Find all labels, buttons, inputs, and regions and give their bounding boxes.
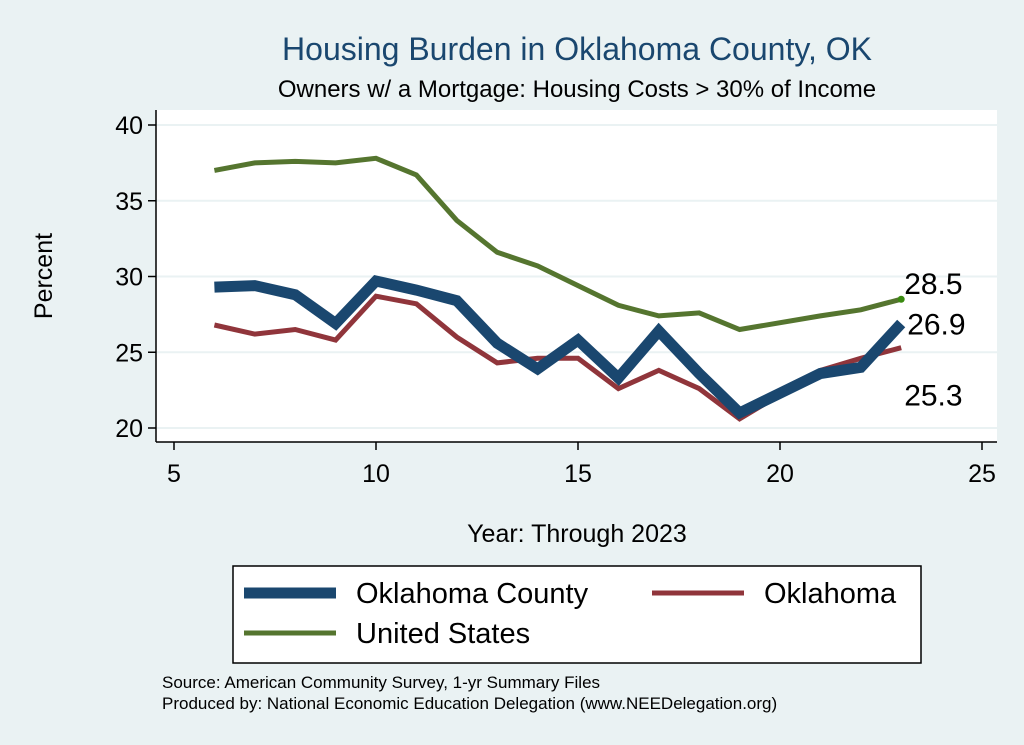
- legend-label: Oklahoma County: [356, 578, 589, 610]
- end-label: 28.5: [904, 268, 962, 301]
- x-tick-label: 15: [564, 460, 592, 488]
- x-tick-label: 5: [167, 460, 181, 488]
- x-tick-label: 25: [968, 460, 996, 488]
- series-line-united-states: [213, 155, 902, 333]
- x-tick-label: 10: [362, 460, 390, 488]
- end-label: 26.9: [907, 308, 965, 341]
- legend: Oklahoma County Oklahoma United States: [244, 578, 897, 650]
- series-line-oklahoma-county: [214, 274, 906, 420]
- legend-box: [232, 565, 922, 664]
- y-tick-label: 40: [115, 112, 143, 140]
- legend-label: United States: [356, 618, 530, 650]
- y-tick-label: 25: [115, 339, 143, 367]
- series-lines: [213, 155, 906, 422]
- x-tick-label: 20: [766, 460, 794, 488]
- y-axis: 20 25 30 35 40: [115, 110, 157, 443]
- x-axis-label: Year: Through 2023: [467, 520, 687, 548]
- legend-label: Oklahoma: [764, 578, 897, 610]
- end-label: 25.3: [904, 380, 962, 413]
- y-tick-label: 20: [115, 415, 143, 443]
- grid-lines: [156, 124, 997, 429]
- end-marker: [897, 295, 905, 303]
- x-axis: 5 10 15 20 25: [156, 441, 997, 488]
- y-tick-label: 30: [115, 264, 143, 292]
- produced-by-note: Produced by: National Economic Education…: [162, 694, 777, 713]
- y-axis-label: Percent: [30, 233, 58, 319]
- end-labels: 26.9 25.3 28.5: [897, 268, 966, 413]
- chart-subtitle: Owners w/ a Mortgage: Housing Costs > 30…: [278, 76, 876, 103]
- chart-title: Housing Burden in Oklahoma County, OK: [282, 31, 872, 67]
- source-note: Source: American Community Survey, 1-yr …: [162, 673, 600, 692]
- y-tick-label: 35: [115, 188, 143, 216]
